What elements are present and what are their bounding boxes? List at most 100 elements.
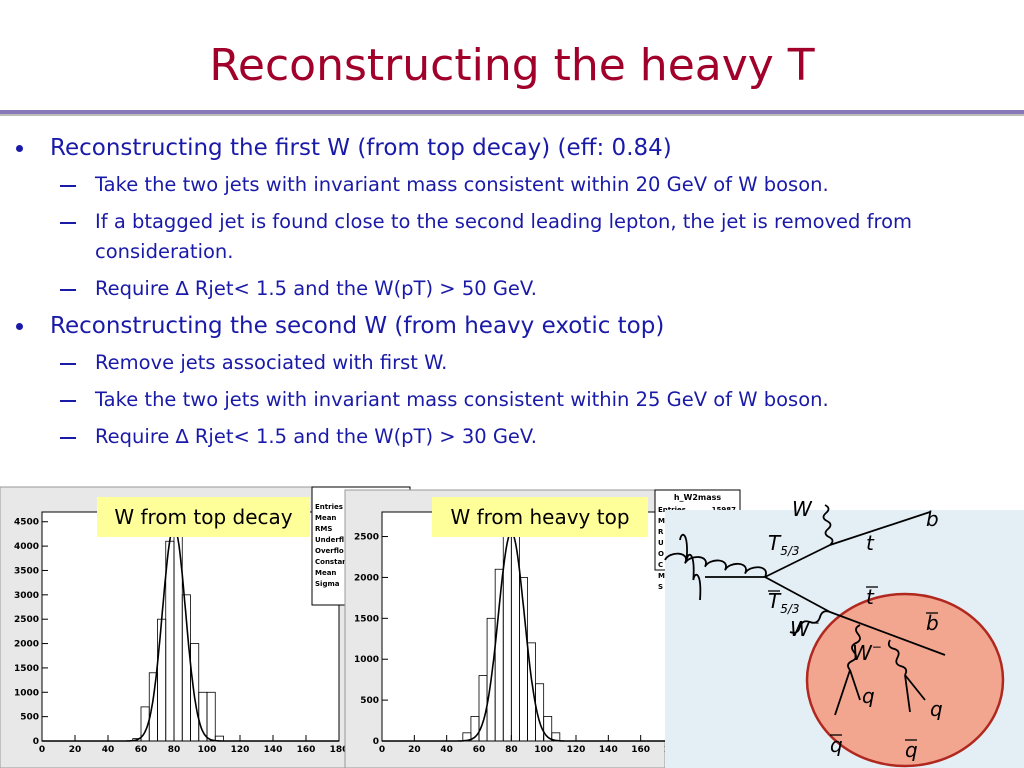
diagram-line — [887, 639, 908, 676]
title-rule-shadow — [0, 114, 1024, 116]
diagram-label: t — [866, 531, 875, 555]
y-tick-label: 3500 — [14, 566, 39, 576]
fit-curve — [382, 531, 673, 742]
bullet-marker — [16, 145, 23, 152]
label-main: T — [768, 589, 782, 613]
label-sub: 5/3 — [780, 602, 799, 616]
x-tick-label: 100 — [198, 745, 217, 755]
label-sup: − — [810, 616, 820, 630]
label-main: t — [866, 531, 875, 555]
diagram-label: b — [926, 611, 939, 635]
diagram-label: T5/3 — [768, 531, 800, 558]
stats-row: O — [658, 550, 664, 558]
bullet-list: Reconstructing the first W (from top dec… — [0, 133, 1024, 459]
x-tick-label: 80 — [505, 745, 518, 755]
diagram-line — [822, 504, 834, 546]
annotation-box — [97, 497, 310, 537]
hist-bar — [206, 691, 216, 742]
x-tick-label: 60 — [135, 745, 148, 755]
diagram-label: W — [792, 497, 813, 521]
diagram-line — [664, 552, 767, 578]
diagram-line — [849, 669, 861, 701]
label-sub: 5/3 — [780, 544, 799, 558]
bullet-text: Take the two jets with invariant mass co… — [95, 173, 829, 196]
x-tick-label: 0 — [39, 745, 45, 755]
label-main: W — [852, 641, 873, 665]
diagram-line — [764, 544, 831, 578]
diagram-line — [789, 610, 831, 634]
diagram-label: W− — [852, 640, 882, 665]
diagram-line — [764, 576, 831, 613]
hist-bar — [543, 716, 553, 742]
x-tick-label: 80 — [168, 745, 181, 755]
y-tick-label: 2500 — [354, 533, 379, 543]
diagram-line — [904, 674, 926, 701]
stats-row: C — [658, 561, 663, 569]
label-main: q — [905, 738, 918, 762]
stats-row: Constan — [315, 558, 347, 566]
stats-row: Underfl — [315, 536, 344, 544]
sub-bullet: Require ∆ Rjet< 1.5 and the W(pT) > 50 G… — [0, 274, 1005, 304]
y-tick-label: 1500 — [14, 664, 39, 674]
sub-bullet: If a btagged jet is found close to the s… — [0, 207, 1005, 267]
title-rule — [0, 110, 1024, 114]
slide-title: Reconstructing the heavy T — [209, 40, 815, 91]
sub-bullet: Take the two jets with invariant mass co… — [0, 385, 1005, 415]
label-main: q — [830, 733, 843, 757]
bullet-text: Take the two jets with invariant mass co… — [95, 388, 829, 411]
x-tick-label: 160 — [631, 745, 650, 755]
diagram-line — [679, 533, 702, 601]
bullet-marker — [60, 222, 76, 224]
stats-row: Overflo — [315, 547, 344, 555]
diagram-label: T5/3 — [768, 589, 800, 616]
stats-row: M — [658, 572, 665, 580]
stats-row: Mean — [315, 514, 336, 522]
label-main: b — [926, 611, 939, 635]
diagram-line — [829, 611, 946, 656]
diagram-label: q — [830, 733, 843, 757]
diagram-label: t — [866, 585, 875, 609]
diagram-line — [834, 669, 851, 716]
y-tick-label: 2500 — [14, 615, 39, 625]
bullet: Reconstructing the second W (from heavy … — [0, 311, 1010, 341]
bullet-text: Require ∆ Rjet< 1.5 and the W(pT) > 30 G… — [95, 425, 537, 448]
x-tick-label: 40 — [102, 745, 115, 755]
y-tick-label: 4000 — [14, 542, 39, 552]
y-tick-label: 2000 — [354, 573, 379, 583]
label-sup: − — [872, 640, 882, 654]
stats-row: M — [658, 517, 665, 525]
y-tick-label: 4500 — [14, 518, 39, 528]
fit-curve — [42, 525, 339, 742]
bullet-marker — [16, 323, 23, 330]
annotation: W from heavy top — [450, 505, 629, 529]
diagram-label: q — [930, 697, 943, 721]
bullet-marker — [60, 363, 76, 365]
stats-row: Mean — [315, 569, 336, 577]
x-tick-label: 20 — [69, 745, 82, 755]
diagram-line — [847, 624, 861, 671]
y-tick-label: 1000 — [354, 655, 379, 665]
x-tick-label: 180 — [330, 745, 349, 755]
label-main: q — [930, 697, 943, 721]
x-tick-label: 120 — [567, 745, 586, 755]
sub-bullet: Take the two jets with invariant mass co… — [0, 170, 1005, 200]
stats-row: S — [658, 583, 663, 591]
x-tick-label: 140 — [599, 745, 618, 755]
y-tick-label: 0 — [33, 737, 39, 747]
x-tick-label: 40 — [440, 745, 453, 755]
diagram-label: W− — [790, 616, 820, 641]
diagram-label: b — [926, 507, 939, 531]
label-main: W — [790, 617, 811, 641]
stats-row: Sigma — [315, 580, 340, 588]
label-main: t — [866, 585, 875, 609]
x-tick-label: 120 — [231, 745, 250, 755]
y-tick-label: 3000 — [14, 591, 39, 601]
y-tick-label: 2000 — [14, 640, 39, 650]
x-tick-label: 0 — [379, 745, 385, 755]
stats-row: R — [658, 528, 664, 536]
stats-row: Entries — [315, 503, 343, 511]
diagram-label: q — [862, 684, 875, 708]
stats-row: RMS — [315, 525, 332, 533]
bullet-text: Remove jets associated with first W. — [95, 351, 448, 374]
